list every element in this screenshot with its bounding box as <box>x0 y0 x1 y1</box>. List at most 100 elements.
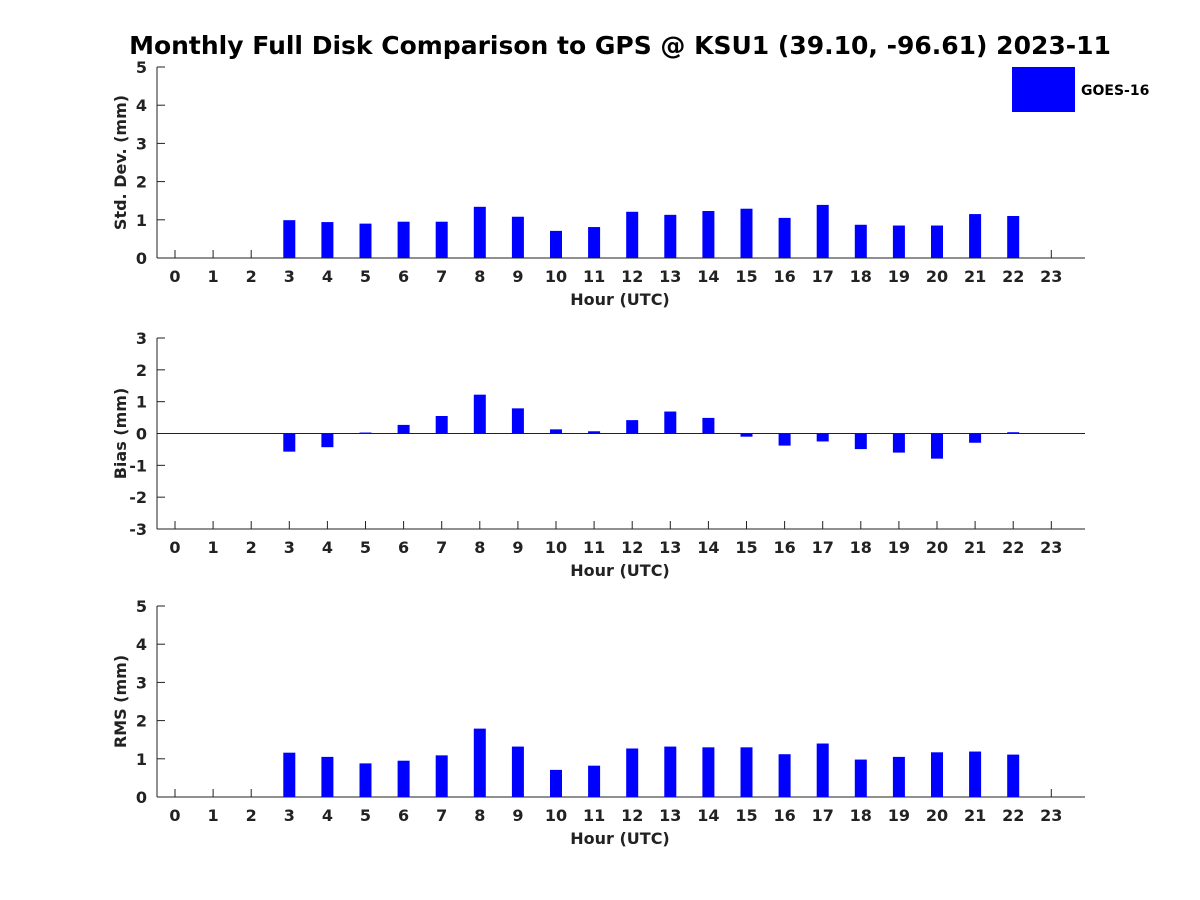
x-tick-label: 3 <box>284 538 295 557</box>
bar-hour-12 <box>626 211 639 258</box>
x-tick-label: 19 <box>888 267 910 286</box>
bar-hour-22 <box>1007 432 1020 434</box>
bar-hour-15 <box>740 208 753 258</box>
bar-hour-5 <box>359 223 372 258</box>
x-tick-label: 21 <box>964 267 986 286</box>
x-tick-label: 23 <box>1040 538 1062 557</box>
chart-title: Monthly Full Disk Comparison to GPS @ KS… <box>129 31 1111 60</box>
bar-hour-22 <box>1007 754 1020 797</box>
x-tick-label: 4 <box>322 538 333 557</box>
x-tick-label: 23 <box>1040 267 1062 286</box>
y-tick-label: 3 <box>136 329 147 348</box>
y-axis-label: Bias (mm) <box>111 388 130 480</box>
bar-hour-16 <box>778 433 791 446</box>
bar-hour-8 <box>473 206 486 258</box>
bar-hour-4 <box>321 433 334 448</box>
bar-hour-15 <box>740 747 753 797</box>
y-tick-label: 1 <box>136 750 147 769</box>
x-tick-label: 7 <box>436 538 447 557</box>
x-tick-label: 0 <box>169 806 180 825</box>
y-tick-label: 3 <box>136 673 147 692</box>
bar-hour-21 <box>969 214 982 258</box>
x-tick-label: 18 <box>850 267 872 286</box>
x-tick-label: 8 <box>474 538 485 557</box>
x-tick-label: 22 <box>1002 267 1024 286</box>
bar-hour-19 <box>892 225 905 258</box>
bar-hour-19 <box>892 433 905 453</box>
x-tick-label: 12 <box>621 538 643 557</box>
x-tick-label: 0 <box>169 267 180 286</box>
x-tick-label: 13 <box>659 806 681 825</box>
y-axis-label: Std. Dev. (mm) <box>111 95 130 230</box>
x-tick-label: 5 <box>360 538 371 557</box>
bar-hour-9 <box>511 408 524 434</box>
y-tick-label: 2 <box>136 361 147 380</box>
bar-hour-18 <box>854 433 867 450</box>
y-tick-label: 0 <box>136 425 147 444</box>
x-tick-label: 22 <box>1002 806 1024 825</box>
y-tick-label: 1 <box>136 211 147 230</box>
x-tick-label: 10 <box>545 806 567 825</box>
bar-hour-9 <box>511 216 524 258</box>
legend-label-goes-16: GOES-16 <box>1081 83 1149 99</box>
x-tick-label: 15 <box>735 538 757 557</box>
bar-hour-12 <box>626 420 639 434</box>
bar-hour-20 <box>931 752 943 797</box>
x-tick-label: 7 <box>436 806 447 825</box>
y-tick-label: -3 <box>129 520 147 539</box>
x-tick-label: 12 <box>621 806 643 825</box>
x-tick-label: 17 <box>812 538 834 557</box>
x-tick-label: 13 <box>659 267 681 286</box>
x-tick-label: 10 <box>545 538 567 557</box>
y-tick-label: 2 <box>136 173 147 192</box>
x-tick-label: 15 <box>735 267 757 286</box>
bar-hour-11 <box>588 227 601 258</box>
x-tick-label: 3 <box>284 806 295 825</box>
bar-hour-7 <box>435 755 448 797</box>
y-tick-label: 1 <box>136 393 147 412</box>
bar-hour-11 <box>588 431 601 434</box>
bar-hour-18 <box>854 224 867 258</box>
x-tick-label: 8 <box>474 806 485 825</box>
x-tick-label: 14 <box>697 806 719 825</box>
x-tick-label: 16 <box>773 538 795 557</box>
y-tick-label: 2 <box>136 712 147 731</box>
x-tick-label: 9 <box>512 267 523 286</box>
bar-hour-21 <box>969 433 982 443</box>
x-tick-label: 6 <box>398 806 409 825</box>
bar-hour-7 <box>435 415 448 434</box>
x-tick-label: 18 <box>850 538 872 557</box>
x-tick-label: 19 <box>888 538 910 557</box>
bar-hour-8 <box>473 394 486 434</box>
x-tick-label: 14 <box>697 538 719 557</box>
x-tick-label: 16 <box>773 267 795 286</box>
y-tick-label: 5 <box>136 597 147 616</box>
bar-hour-13 <box>664 411 677 434</box>
x-tick-label: 23 <box>1040 806 1062 825</box>
bar-hour-10 <box>550 230 562 258</box>
x-tick-label: 11 <box>583 806 605 825</box>
x-tick-label: 21 <box>964 806 986 825</box>
x-tick-label: 7 <box>436 267 447 286</box>
bar-hour-22 <box>1007 215 1020 258</box>
bar-hour-5 <box>359 432 372 434</box>
x-tick-label: 15 <box>735 806 757 825</box>
bar-hour-14 <box>702 211 715 258</box>
bar-hour-21 <box>969 751 982 797</box>
bar-hour-16 <box>778 217 791 258</box>
x-tick-label: 4 <box>322 267 333 286</box>
x-tick-label: 10 <box>545 267 567 286</box>
bar-hour-7 <box>435 221 448 258</box>
bar-hour-8 <box>473 728 486 797</box>
x-tick-label: 18 <box>850 806 872 825</box>
x-tick-label: 6 <box>398 267 409 286</box>
x-tick-label: 6 <box>398 538 409 557</box>
x-tick-label: 0 <box>169 538 180 557</box>
y-tick-label: 0 <box>136 249 147 268</box>
x-tick-label: 8 <box>474 267 485 286</box>
x-tick-label: 1 <box>208 267 219 286</box>
bar-hour-15 <box>740 433 753 437</box>
